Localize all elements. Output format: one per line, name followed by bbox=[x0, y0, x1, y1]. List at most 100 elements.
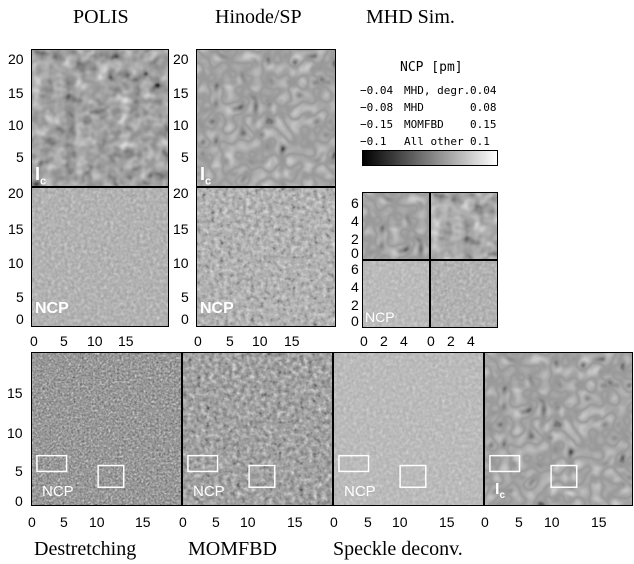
bottom-title-destretching: Destretching bbox=[34, 538, 137, 560]
y-tick: 10 bbox=[173, 117, 189, 133]
y-tick: 5 bbox=[16, 289, 24, 305]
label-ncp: NCP bbox=[365, 309, 395, 325]
x-tick: 5 bbox=[212, 514, 220, 530]
label-ncp: NCP bbox=[193, 483, 225, 500]
x-tick: 0 bbox=[427, 333, 435, 349]
legend-row-right: 0.1 bbox=[470, 135, 490, 148]
x-tick: 10 bbox=[544, 514, 560, 530]
x-tick: 0 bbox=[179, 514, 187, 530]
legend-row-name: MHD bbox=[404, 101, 424, 114]
y-tick: 20 bbox=[173, 185, 189, 201]
legend-row-right: 0.08 bbox=[470, 101, 497, 114]
label-ncp: NCP bbox=[200, 300, 234, 317]
panel-speckle-ic: Ic bbox=[484, 352, 633, 506]
y-tick: 5 bbox=[181, 289, 189, 305]
y-tick: 10 bbox=[8, 255, 24, 271]
legend-row-left: −0.15 bbox=[360, 118, 394, 131]
panel-mhd-ncp: NCP bbox=[362, 260, 430, 328]
y-tick: 2 bbox=[351, 231, 359, 247]
x-tick: 5 bbox=[515, 514, 523, 530]
y-tick: 4 bbox=[351, 213, 359, 229]
y-tick: 10 bbox=[173, 255, 189, 271]
panel-destretching-ncp: NCP bbox=[31, 352, 182, 506]
x-tick: 4 bbox=[467, 333, 475, 349]
y-tick: 20 bbox=[8, 51, 24, 67]
legend-row-left: −0.08 bbox=[360, 101, 394, 114]
x-tick: 5 bbox=[226, 333, 234, 349]
label-ic: Ic bbox=[495, 481, 506, 502]
legend-row-name: MOMFBD bbox=[404, 118, 444, 131]
label-ncp: NCP bbox=[344, 483, 376, 500]
x-tick: 0 bbox=[30, 333, 38, 349]
y-tick: 0 bbox=[181, 311, 189, 327]
x-tick: 15 bbox=[284, 333, 300, 349]
label-ic: Ic bbox=[200, 164, 212, 187]
colorbar bbox=[362, 150, 498, 166]
y-tick: 15 bbox=[8, 221, 24, 237]
legend-row-name: All other bbox=[404, 135, 464, 148]
x-tick: 0 bbox=[481, 514, 489, 530]
x-tick: 15 bbox=[439, 514, 455, 530]
y-tick: 4 bbox=[351, 279, 359, 295]
legend-row-name: MHD, degr. bbox=[404, 84, 471, 97]
y-tick: 15 bbox=[7, 385, 23, 401]
x-tick: 0 bbox=[28, 514, 36, 530]
y-tick: 15 bbox=[173, 85, 189, 101]
x-tick: 0 bbox=[194, 333, 202, 349]
x-tick: 15 bbox=[118, 333, 134, 349]
y-tick: 0 bbox=[351, 313, 359, 329]
label-ncp: NCP bbox=[42, 483, 74, 500]
x-tick: 15 bbox=[135, 514, 151, 530]
y-tick: 2 bbox=[351, 297, 359, 313]
x-tick: 5 bbox=[364, 514, 372, 530]
label-ncp: NCP bbox=[35, 300, 69, 317]
column-title-polis: POLIS bbox=[73, 6, 129, 28]
panel-speckle-ncp: NCP bbox=[333, 352, 484, 506]
x-tick: 0 bbox=[360, 333, 368, 349]
bottom-title-speckle: Speckle deconv. bbox=[333, 538, 463, 560]
legend-row-right: 0.15 bbox=[470, 118, 497, 131]
x-tick: 10 bbox=[240, 514, 256, 530]
x-tick: 15 bbox=[287, 514, 303, 530]
panel-mhd-ic-degraded bbox=[362, 192, 430, 260]
x-tick: 2 bbox=[447, 333, 455, 349]
legend-row-left: −0.1 bbox=[360, 135, 387, 148]
x-tick: 0 bbox=[330, 514, 338, 530]
y-tick: 20 bbox=[173, 51, 189, 67]
x-tick: 5 bbox=[60, 514, 68, 530]
x-tick: 2 bbox=[380, 333, 388, 349]
y-tick: 6 bbox=[351, 261, 359, 277]
y-tick: 5 bbox=[181, 149, 189, 165]
x-tick: 10 bbox=[89, 514, 105, 530]
y-tick: 0 bbox=[16, 311, 24, 327]
panel-hinode-ic: Ic bbox=[196, 49, 336, 187]
panel-mhd-ncp-degraded bbox=[430, 260, 498, 328]
legend: NCP [pm] −0.04 MHD, degr. 0.04 −0.08 MHD… bbox=[358, 60, 503, 170]
x-tick: 10 bbox=[87, 333, 103, 349]
label-ic: Ic bbox=[35, 164, 47, 187]
y-tick: 15 bbox=[8, 85, 24, 101]
panel-polis-ic: Ic bbox=[31, 49, 169, 187]
y-tick: 6 bbox=[351, 195, 359, 211]
legend-row-right: 0.04 bbox=[470, 84, 497, 97]
x-tick: 5 bbox=[60, 333, 68, 349]
y-tick: 0 bbox=[351, 245, 359, 261]
x-tick: 10 bbox=[252, 333, 268, 349]
y-tick: 5 bbox=[16, 149, 24, 165]
y-tick: 20 bbox=[8, 185, 24, 201]
y-tick: 10 bbox=[7, 425, 23, 441]
panel-momfbd-ncp: NCP bbox=[182, 352, 333, 506]
legend-title: NCP [pm] bbox=[400, 60, 463, 75]
bottom-title-momfbd: MOMFBD bbox=[188, 538, 277, 560]
column-title-hinode: Hinode/SP bbox=[215, 6, 302, 28]
column-title-mhd: MHD Sim. bbox=[366, 6, 455, 28]
y-tick: 0 bbox=[15, 493, 23, 509]
y-tick: 10 bbox=[8, 117, 24, 133]
y-tick: 5 bbox=[15, 463, 23, 479]
legend-row-left: −0.04 bbox=[360, 84, 394, 97]
panel-polis-ncp: NCP bbox=[31, 187, 169, 327]
x-tick: 4 bbox=[400, 333, 408, 349]
panel-hinode-ncp: NCP bbox=[196, 187, 336, 327]
x-tick: 15 bbox=[591, 514, 607, 530]
x-tick: 10 bbox=[392, 514, 408, 530]
